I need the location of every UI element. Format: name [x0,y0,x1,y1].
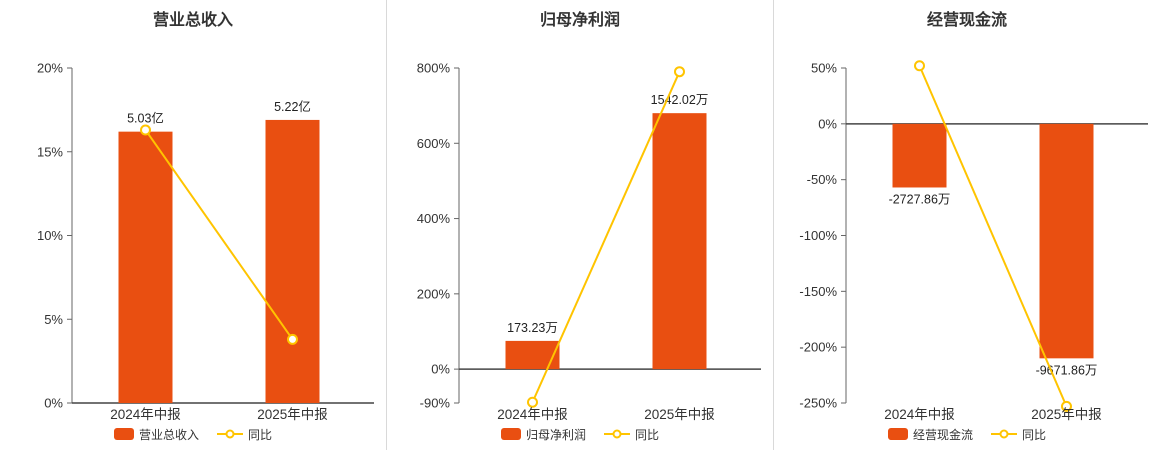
legend-item-net-profit-bar[interactable]: 归母净利润 [500,426,586,443]
yoy-marker[interactable] [914,60,925,72]
y-axis-tick-label: 600% [417,136,451,151]
yoy-marker[interactable] [674,66,685,78]
y-axis-tick-label: 0% [44,396,63,411]
legend-label: 同比 [635,427,660,442]
bar-2025年中报[interactable] [265,119,320,404]
legend-item-revenue-yoy[interactable]: 同比 [217,426,272,443]
bar-swatch-icon [887,428,908,440]
line-swatch-icon [991,429,1017,439]
x-axis-label: 2024年中报 [497,407,568,422]
cash-flow-chart-legend: 经营现金流 同比 [774,422,1160,446]
net-profit-chart-title: 归母净利润 [539,12,620,29]
bar-swatch-icon [113,428,134,440]
bar-value-label: 5.22亿 [274,99,311,114]
x-axis-label: 2025年中报 [1031,407,1102,422]
legend-label: 归母净利润 [525,427,586,442]
bar-2025年中报[interactable] [1039,123,1094,359]
line-swatch-icon [604,429,630,439]
yoy-marker[interactable] [140,124,151,136]
legend-label: 经营现金流 [912,427,973,442]
bar-2024年中报[interactable] [505,340,560,370]
yoy-marker[interactable] [527,396,538,408]
y-axis-tick-label: 0% [818,116,837,131]
bar-value-label: 173.23万 [507,321,558,335]
bar-value-label: 5.03亿 [127,111,164,126]
yoy-marker[interactable] [1061,400,1072,412]
y-axis-tick-label: -100% [799,228,837,243]
x-axis-label: 2024年中报 [110,407,181,422]
cash-flow-chart-title: 经营现金流 [926,12,1007,29]
revenue-chart-legend: 营业总收入 同比 [0,422,386,446]
chart-panel-cash-flow: 经营现金流 -250% -200% -150% -100% -50% 0% 50% -2727… [773,0,1160,450]
net-profit-chart-canvas: -90% 0% 200% 400% 600% 800% 173.23万 1542.02万 202… [417,61,761,422]
y-axis-tick-label: 800% [417,61,451,76]
bar-value-label: 1542.02万 [651,93,709,107]
y-axis-tick-label: 15% [37,144,63,159]
y-axis-tick-label: -90% [420,396,451,411]
yoy-line[interactable] [918,65,1068,407]
cash-flow-chart-canvas: -250% -200% -150% -100% -50% 0% 50% -2727.86万 -9… [799,60,1148,422]
y-axis-tick-label: -50% [807,172,838,187]
bar-swatch-icon [500,428,521,440]
bar-2025年中报[interactable] [652,113,707,370]
y-axis-tick-label: -250% [799,396,837,411]
y-axis-tick-label: 400% [417,211,451,226]
legend-label: 营业总收入 [138,427,199,442]
y-axis-tick-label: -150% [799,284,837,299]
bar-2024年中报[interactable] [892,123,947,188]
y-axis-tick-label: 0% [431,362,450,377]
y-axis-tick-label: -200% [799,340,837,355]
revenue-chart-canvas: 0% 5% 10% 15% 20% 5.03亿 5.22亿 2024年中报 2025年中报 [37,61,374,422]
x-axis-label: 2024年中报 [884,407,955,422]
net-profit-chart-legend: 归母净利润 同比 [387,422,773,446]
yoy-line[interactable] [531,71,681,403]
yoy-line[interactable] [144,129,294,340]
legend-item-revenue-bar[interactable]: 营业总收入 [113,426,199,443]
y-axis-tick-label: 10% [37,228,63,243]
yoy-marker[interactable] [287,333,298,345]
x-axis-label: 2025年中报 [257,407,328,422]
chart-panel-net-profit: 归母净利润 -90% 0% 200% 400% 600% 800% 173.23万 1542.… [386,0,773,450]
y-axis-tick-label: 200% [417,286,451,301]
legend-label: 同比 [1022,427,1047,442]
line-swatch-icon [217,429,243,439]
revenue-chart-title: 营业总收入 [152,12,233,29]
y-axis-tick-label: 5% [44,312,63,327]
bar-2024年中报[interactable] [118,131,173,403]
y-axis-tick-label: 50% [811,61,837,76]
legend-item-net-profit-yoy[interactable]: 同比 [604,426,659,443]
y-axis-tick-label: 20% [37,61,63,76]
chart-panel-revenue: 营业总收入 0% 5% 10% 15% 20% 5.03亿 5.22亿 2024年中报 2025… [0,0,386,450]
bar-value-label: -2727.86万 [889,192,951,206]
legend-label: 同比 [248,427,273,442]
bar-value-label: -9671.86万 [1036,363,1098,377]
legend-item-cash-flow-bar[interactable]: 经营现金流 [887,426,973,443]
legend-item-cash-flow-yoy[interactable]: 同比 [991,426,1046,443]
x-axis-label: 2025年中报 [644,407,715,422]
